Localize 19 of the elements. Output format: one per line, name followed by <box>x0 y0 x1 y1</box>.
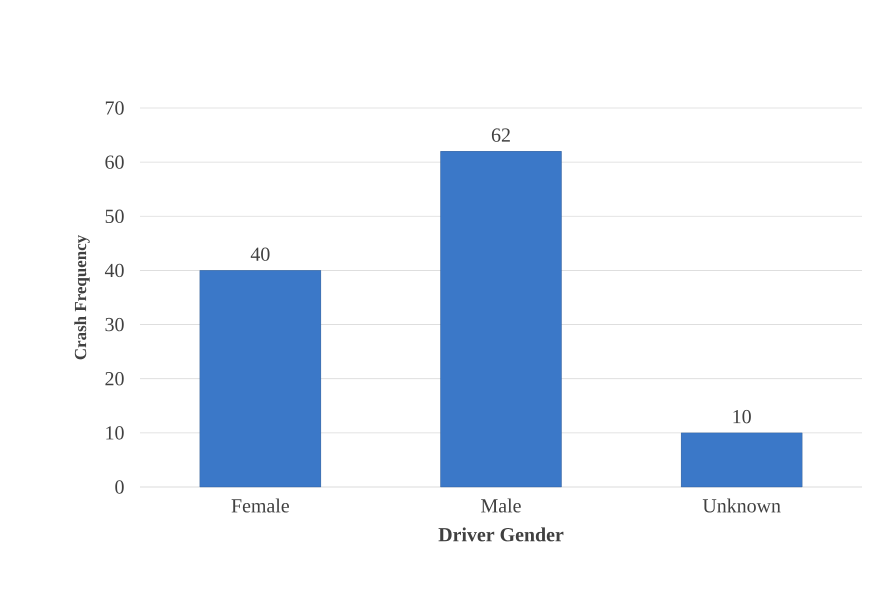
y-tick-label: 10 <box>106 426 124 440</box>
y-tick-label: 40 <box>104 264 124 278</box>
x-tick-label: Male <box>481 498 521 513</box>
y-axis-title: Crash Frequency <box>74 235 90 360</box>
bar <box>440 151 562 488</box>
data-label: 62 <box>492 128 510 142</box>
x-axis-title: Driver Gender <box>438 527 564 542</box>
y-tick-label: 60 <box>105 155 124 169</box>
y-tick-label: 0 <box>115 480 124 494</box>
data-label: 10 <box>733 410 751 424</box>
bar <box>680 432 802 488</box>
x-tick-label: Female <box>232 498 289 513</box>
data-label: 40 <box>250 247 270 261</box>
y-tick-label: 50 <box>106 210 124 223</box>
bar <box>200 270 322 488</box>
y-tick-label: 20 <box>105 372 124 386</box>
y-tick-label: 70 <box>106 101 124 115</box>
x-tick-label: Unknown <box>702 498 781 513</box>
y-tick-label: 30 <box>106 318 124 332</box>
